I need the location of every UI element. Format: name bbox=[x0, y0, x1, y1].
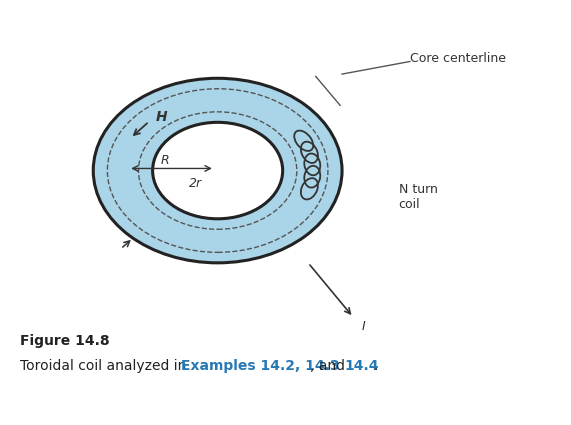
Text: , and: , and bbox=[310, 359, 349, 373]
Circle shape bbox=[93, 78, 342, 263]
Text: I: I bbox=[362, 320, 365, 333]
Text: Core centerline: Core centerline bbox=[410, 51, 506, 65]
Text: Examples 14.2, 14.3: Examples 14.2, 14.3 bbox=[181, 359, 339, 373]
Text: Figure 14.8: Figure 14.8 bbox=[20, 334, 110, 348]
Text: 14.4: 14.4 bbox=[345, 359, 379, 373]
Text: 2r: 2r bbox=[190, 177, 203, 190]
Text: N turn
coil: N turn coil bbox=[399, 183, 437, 211]
Text: H: H bbox=[156, 110, 168, 124]
Text: Toroidal coil analyzed in: Toroidal coil analyzed in bbox=[20, 359, 191, 373]
Text: R: R bbox=[160, 154, 169, 167]
Text: .: . bbox=[373, 359, 377, 373]
Circle shape bbox=[152, 122, 283, 219]
